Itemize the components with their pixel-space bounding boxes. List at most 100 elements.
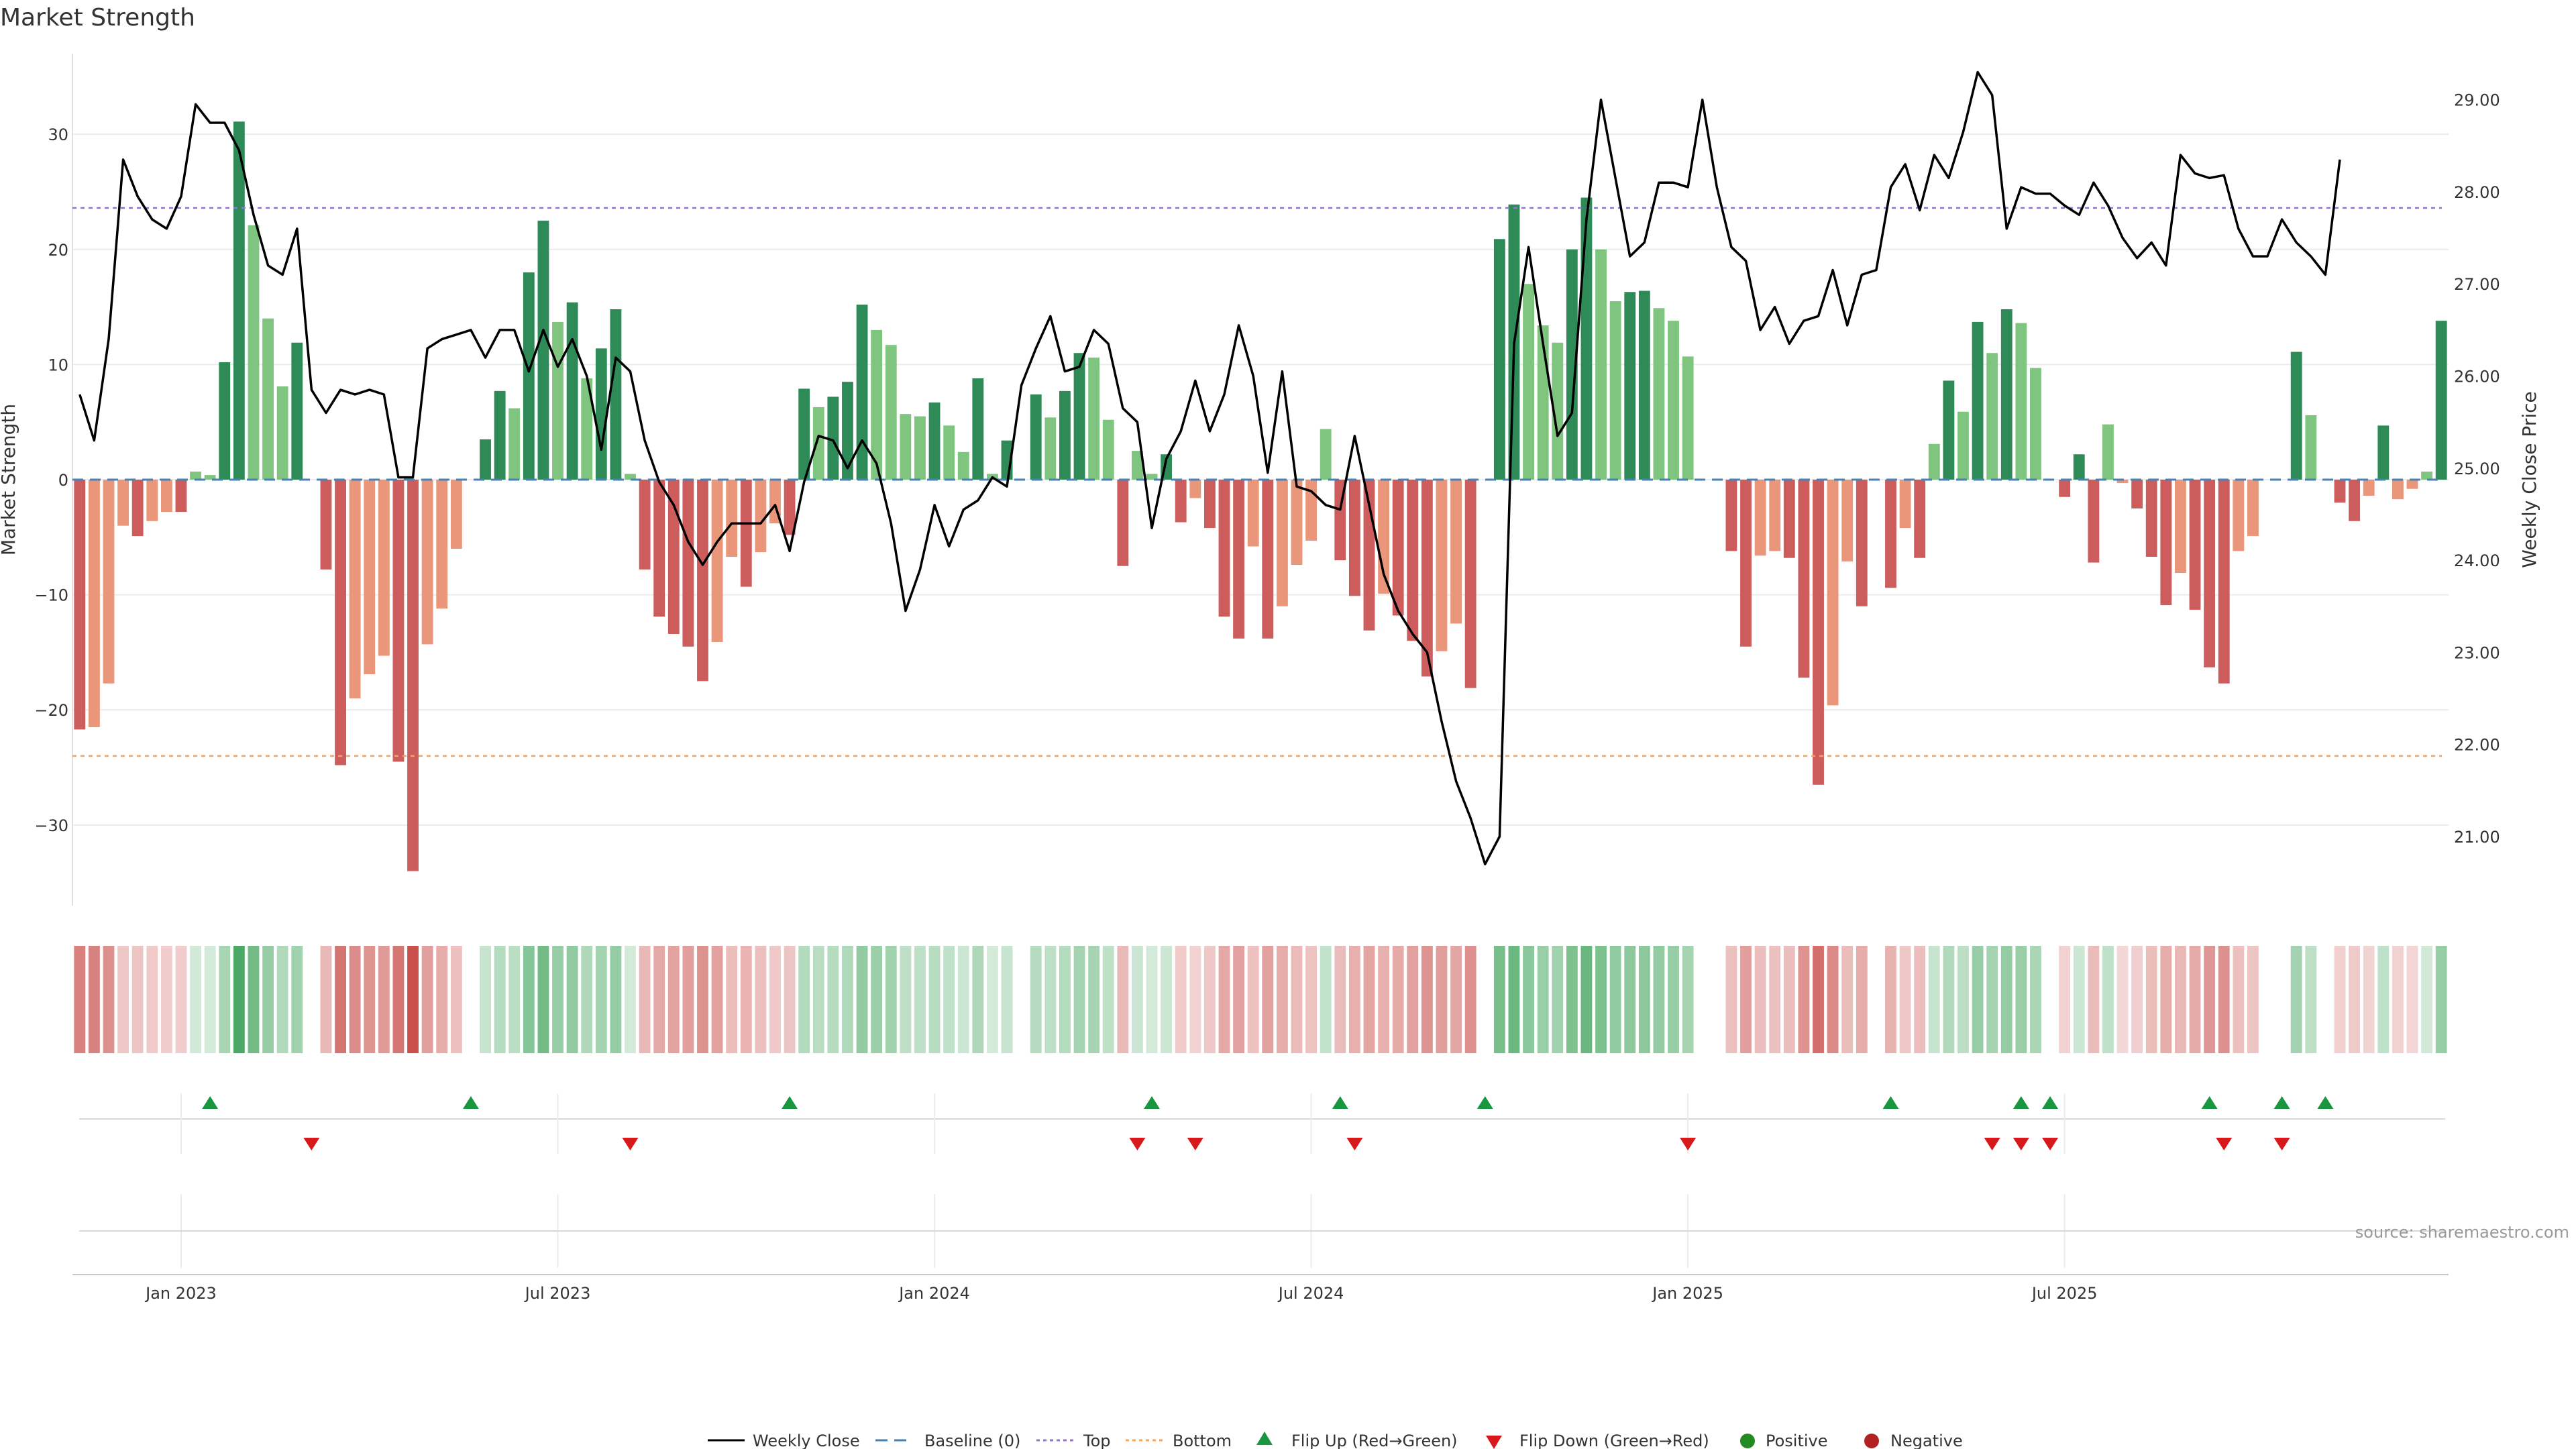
heat-cell — [1552, 946, 1564, 1053]
flip-up-marker — [2273, 1096, 2290, 1109]
heat-cell — [248, 946, 260, 1053]
heat-cell — [1161, 946, 1173, 1053]
heat-cell — [900, 946, 912, 1053]
heat-cell — [856, 946, 868, 1053]
strength-bar — [639, 480, 651, 570]
heat-cell — [1001, 946, 1013, 1053]
legend-label-top: Top — [1083, 1432, 1111, 1449]
strength-bar — [682, 480, 694, 647]
left-axis-title: Market Strength — [0, 404, 19, 555]
heat-cell — [335, 946, 346, 1053]
heat-cell — [190, 946, 202, 1053]
strength-bar — [1972, 321, 1984, 480]
strength-bar — [88, 480, 100, 727]
strength-bar — [957, 451, 969, 480]
legend-item-baseline: Baseline (0) — [875, 1432, 1020, 1449]
strength-bar — [1392, 480, 1404, 616]
heat-cell — [2015, 946, 2027, 1053]
strength-bar — [885, 345, 897, 480]
heat-cell — [1754, 946, 1766, 1053]
heat-cell — [1769, 946, 1781, 1053]
strength-bar — [450, 480, 462, 549]
heat-cell — [494, 946, 506, 1053]
right-tick-label: 28.00 — [2454, 183, 2500, 202]
strength-bar — [625, 474, 636, 480]
flip-up-marker — [2317, 1096, 2334, 1109]
heat-cell — [1102, 946, 1114, 1053]
heat-cell — [2233, 946, 2245, 1053]
heat-cell — [2334, 946, 2346, 1053]
strength-bar — [943, 425, 955, 480]
strength-bar — [1595, 249, 1607, 480]
heat-cell — [784, 946, 796, 1053]
heat-cell — [1725, 946, 1737, 1053]
strength-bar — [480, 439, 491, 480]
strength-bar — [494, 390, 506, 480]
heat-cell — [2247, 946, 2259, 1053]
heat-cell — [2175, 946, 2186, 1053]
chart-title: Market Strength — [0, 4, 195, 32]
heat-cell — [1508, 946, 1520, 1053]
strength-bar — [276, 386, 288, 480]
heat-cell — [595, 946, 607, 1053]
strength-bar — [2175, 480, 2186, 574]
heat-cell — [204, 946, 216, 1053]
strength-bar — [1725, 480, 1737, 551]
strength-bar — [928, 402, 941, 480]
strength-bar — [2131, 480, 2143, 508]
strength-bar — [436, 480, 448, 609]
strength-bar — [2059, 480, 2071, 497]
strength-bar — [378, 480, 390, 656]
legend-label-flip-down: Flip Down (Green→Red) — [1519, 1432, 1709, 1449]
heat-cell — [103, 946, 115, 1053]
legend-item-weekly-close: Weekly Close — [708, 1432, 860, 1449]
heat-cell — [2421, 946, 2433, 1053]
strength-bar — [755, 480, 767, 553]
left-tick-label: 20 — [48, 241, 68, 260]
strength-bar — [595, 348, 607, 480]
strength-bar — [392, 480, 405, 762]
strength-bar — [2421, 471, 2433, 480]
heat-cell — [1856, 946, 1868, 1053]
heat-cell — [1059, 946, 1071, 1053]
flip-down-icon — [1486, 1436, 1502, 1449]
heat-cell — [639, 946, 651, 1053]
heat-cell — [1638, 946, 1650, 1053]
strength-bar — [2290, 352, 2302, 480]
heat-cell — [1783, 946, 1795, 1053]
strength-bar — [1638, 290, 1650, 480]
x-tick-label: Jul 2023 — [524, 1284, 591, 1303]
heat-cell — [943, 946, 955, 1053]
strength-bar — [1436, 480, 1448, 651]
flip-up-marker — [462, 1096, 479, 1109]
strength-bar — [1624, 292, 1636, 480]
heat-cell — [1523, 946, 1534, 1053]
strength-bar — [667, 480, 680, 634]
legend-label-baseline: Baseline (0) — [924, 1432, 1020, 1449]
legend-label-flip-up: Flip Up (Red→Green) — [1291, 1432, 1458, 1449]
heat-cell — [117, 946, 129, 1053]
heat-cell — [2102, 946, 2114, 1053]
heat-cell — [1146, 946, 1158, 1053]
heat-cell — [407, 946, 419, 1053]
heat-cell — [1044, 946, 1057, 1053]
strength-bar — [697, 480, 708, 682]
heat-cell — [2218, 946, 2230, 1053]
heat-cell — [1899, 946, 1911, 1053]
heat-cell — [740, 946, 752, 1053]
strength-bar — [798, 388, 810, 480]
strength-bar — [1609, 301, 1621, 480]
strength-bar — [2305, 415, 2317, 480]
heat-cell — [1450, 946, 1462, 1053]
heat-cell — [1566, 946, 1578, 1053]
heat-cell — [1030, 946, 1042, 1053]
heat-cell — [364, 946, 376, 1053]
heat-cell — [2030, 946, 2041, 1053]
heat-cell — [480, 946, 491, 1053]
strength-bar — [552, 321, 564, 480]
flip-up-marker — [1882, 1096, 1899, 1109]
heat-cell — [2290, 946, 2302, 1053]
strength-bar — [335, 480, 346, 765]
heat-cell — [625, 946, 636, 1053]
heat-cell — [219, 946, 231, 1053]
